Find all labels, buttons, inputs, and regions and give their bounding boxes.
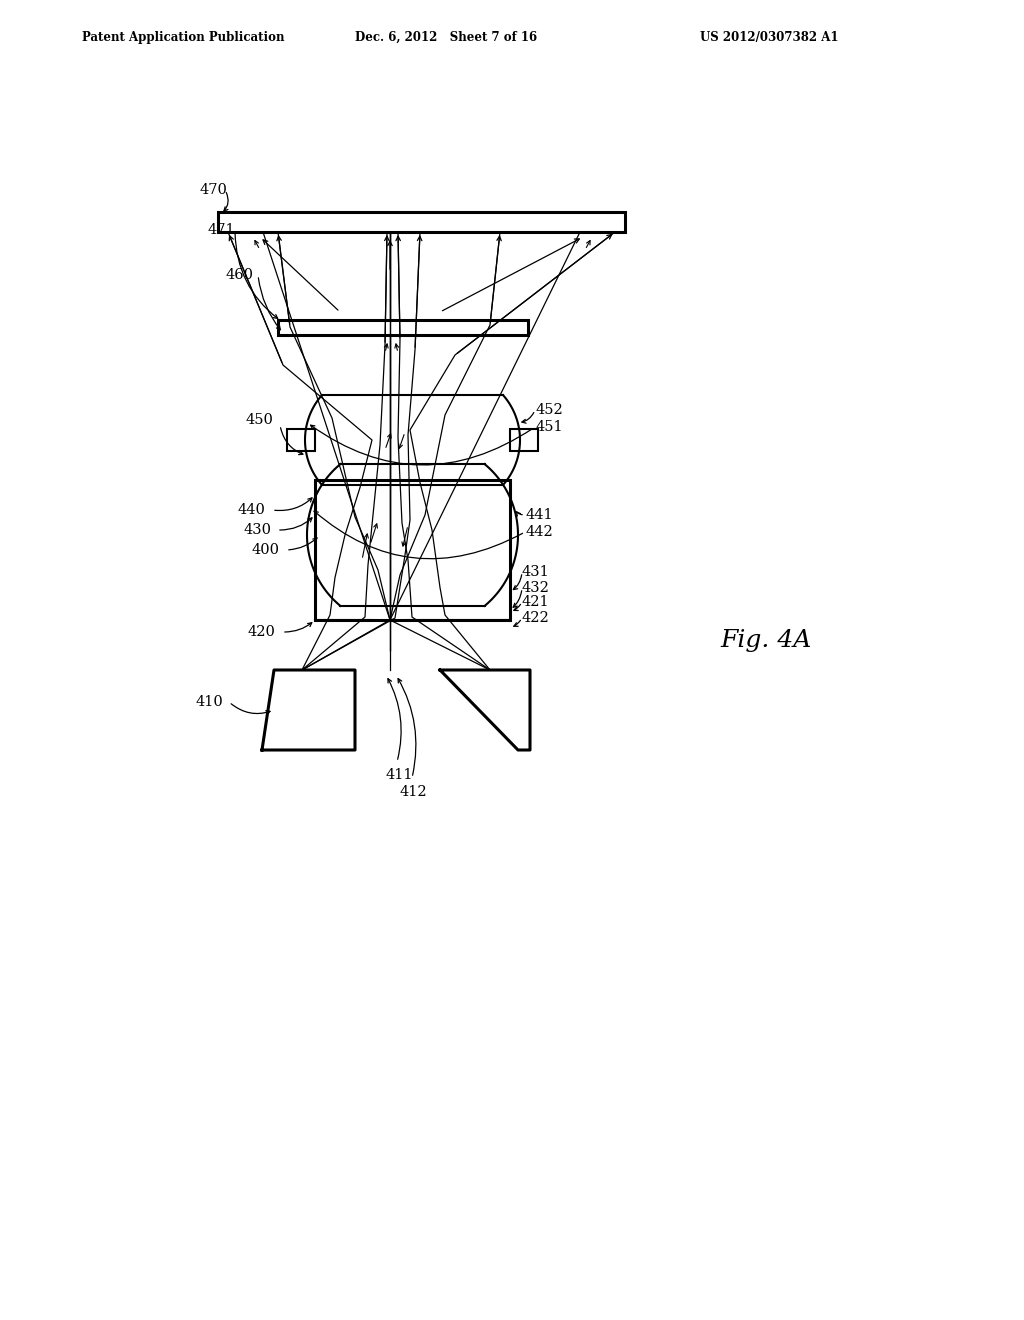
Text: 440: 440 <box>238 503 266 517</box>
Text: Dec. 6, 2012   Sheet 7 of 16: Dec. 6, 2012 Sheet 7 of 16 <box>355 30 538 44</box>
Text: 422: 422 <box>522 611 550 624</box>
Text: 470: 470 <box>200 183 228 197</box>
Text: 430: 430 <box>243 523 271 537</box>
Text: 411: 411 <box>385 768 413 781</box>
Text: 410: 410 <box>195 696 223 709</box>
Text: 442: 442 <box>525 525 553 539</box>
Text: 400: 400 <box>252 543 280 557</box>
Text: 421: 421 <box>522 595 550 609</box>
Bar <box>510 429 538 451</box>
Text: Fig. 4A: Fig. 4A <box>720 628 811 652</box>
Text: US 2012/0307382 A1: US 2012/0307382 A1 <box>700 30 839 44</box>
Bar <box>315 480 510 620</box>
Text: 460: 460 <box>225 268 253 282</box>
Text: 471: 471 <box>208 223 236 238</box>
Text: 452: 452 <box>535 403 563 417</box>
Bar <box>287 429 315 451</box>
Text: 431: 431 <box>522 565 550 579</box>
Text: 441: 441 <box>525 508 553 521</box>
Text: 451: 451 <box>535 420 562 434</box>
Bar <box>218 213 625 232</box>
Text: 420: 420 <box>248 624 275 639</box>
Bar <box>278 319 528 335</box>
Text: 432: 432 <box>522 581 550 595</box>
Text: Patent Application Publication: Patent Application Publication <box>82 30 285 44</box>
Text: 450: 450 <box>245 413 272 426</box>
Text: 412: 412 <box>400 785 428 799</box>
